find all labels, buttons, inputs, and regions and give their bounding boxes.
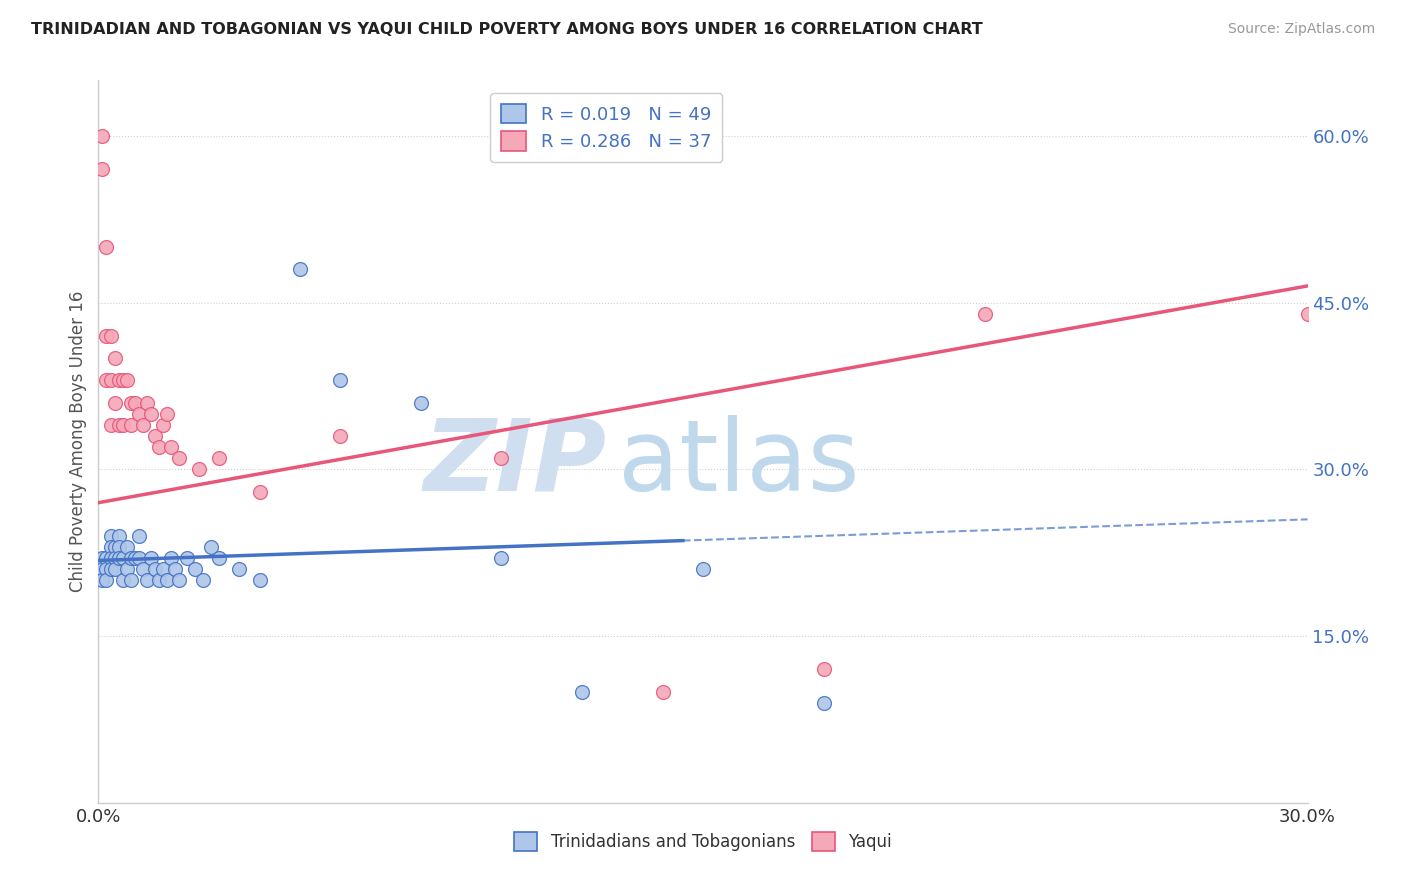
Legend: Trinidadians and Tobagonians, Yaqui: Trinidadians and Tobagonians, Yaqui [506,824,900,860]
Point [120,574,142,588]
Point [167,574,190,588]
Point [167,451,190,466]
Text: atlas: atlas [619,415,860,512]
Point [124,551,146,566]
Point [103,351,125,366]
Point [107,529,129,543]
Point [100,551,122,566]
Point [100,417,122,432]
Text: ZIP: ZIP [423,415,606,512]
Point [143,562,166,576]
Point [135,574,157,588]
Point [651,684,673,698]
Point [571,684,593,698]
Point [288,262,311,277]
Point [111,574,134,588]
Point [491,551,513,566]
Point [152,417,174,432]
Point [120,417,142,432]
Point [100,529,122,543]
Point [148,440,170,454]
Point [193,574,215,588]
Y-axis label: Child Poverty Among Boys Under 16: Child Poverty Among Boys Under 16 [69,291,87,592]
Point [156,407,179,421]
Point [409,395,432,409]
Point [249,574,271,588]
Point [100,562,122,576]
Point [96,562,118,576]
Point [115,540,138,554]
Point [100,329,122,343]
Point [143,429,166,443]
Point [160,440,183,454]
Point [96,240,118,254]
Point [103,395,125,409]
Point [160,551,183,566]
Point [176,551,198,566]
Text: TRINIDADIAN AND TOBAGONIAN VS YAQUI CHILD POVERTY AMONG BOYS UNDER 16 CORRELATIO: TRINIDADIAN AND TOBAGONIAN VS YAQUI CHIL… [31,22,983,37]
Point [124,395,146,409]
Point [208,551,231,566]
Point [96,574,118,588]
Point [128,407,150,421]
Point [115,562,138,576]
Point [228,562,250,576]
Point [184,562,207,576]
Point [152,562,174,576]
Point [107,540,129,554]
Point [132,417,155,432]
Point [135,395,157,409]
Point [139,551,162,566]
Point [96,329,118,343]
Point [132,562,155,576]
Point [91,562,114,576]
Point [200,540,222,554]
Point [107,417,129,432]
Point [329,373,352,387]
Point [120,395,142,409]
Point [1296,307,1319,321]
Point [91,162,114,177]
Point [188,462,211,476]
Point [96,373,118,387]
Point [128,529,150,543]
Point [208,451,231,466]
Point [91,551,114,566]
Point [120,551,142,566]
Point [156,574,179,588]
Point [128,551,150,566]
Point [148,574,170,588]
Text: Source: ZipAtlas.com: Source: ZipAtlas.com [1227,22,1375,37]
Point [974,307,997,321]
Point [249,484,271,499]
Point [107,373,129,387]
Point [163,562,186,576]
Point [813,662,835,676]
Point [91,574,114,588]
Point [100,540,122,554]
Point [103,551,125,566]
Point [115,373,138,387]
Point [111,373,134,387]
Point [103,540,125,554]
Point [111,417,134,432]
Point [692,562,714,576]
Point [103,562,125,576]
Point [100,373,122,387]
Point [96,551,118,566]
Point [107,551,129,566]
Point [111,551,134,566]
Point [491,451,513,466]
Point [91,128,114,143]
Point [813,696,835,710]
Point [139,407,162,421]
Point [329,429,352,443]
